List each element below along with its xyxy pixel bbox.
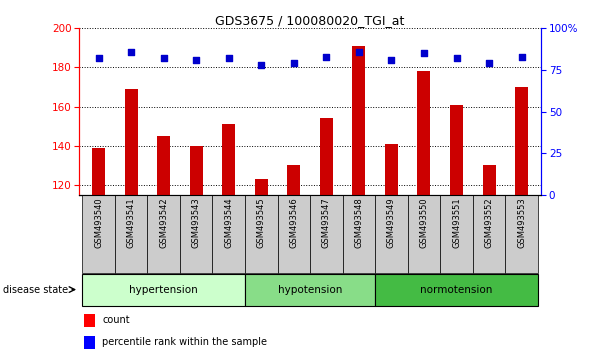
Bar bbox=[222, 124, 235, 195]
Bar bbox=[385, 144, 398, 195]
Text: GSM493549: GSM493549 bbox=[387, 197, 396, 248]
Bar bbox=[473, 195, 505, 273]
Text: GSM493546: GSM493546 bbox=[289, 197, 299, 248]
Bar bbox=[505, 195, 538, 273]
Bar bbox=[82, 274, 245, 306]
Point bbox=[159, 56, 168, 61]
Bar bbox=[320, 118, 333, 195]
Point bbox=[94, 56, 103, 61]
Text: GSM493552: GSM493552 bbox=[485, 197, 494, 248]
Text: percentile rank within the sample: percentile rank within the sample bbox=[102, 337, 267, 348]
Point bbox=[484, 61, 494, 66]
Point bbox=[289, 61, 299, 66]
Bar bbox=[483, 165, 496, 195]
Title: GDS3675 / 100080020_TGI_at: GDS3675 / 100080020_TGI_at bbox=[215, 14, 405, 27]
Bar bbox=[84, 314, 95, 327]
Bar bbox=[180, 195, 212, 273]
Bar bbox=[245, 274, 375, 306]
Text: normotension: normotension bbox=[420, 285, 492, 295]
Bar bbox=[125, 89, 137, 195]
Bar bbox=[375, 195, 408, 273]
Text: hypotension: hypotension bbox=[278, 285, 342, 295]
Point bbox=[126, 49, 136, 55]
Bar bbox=[450, 105, 463, 195]
Text: GSM493540: GSM493540 bbox=[94, 197, 103, 248]
Text: GSM493551: GSM493551 bbox=[452, 197, 461, 248]
Bar bbox=[82, 195, 115, 273]
Bar bbox=[288, 165, 300, 195]
Bar bbox=[92, 148, 105, 195]
Text: GSM493542: GSM493542 bbox=[159, 197, 168, 248]
Point bbox=[452, 56, 461, 61]
Bar bbox=[515, 87, 528, 195]
Bar bbox=[255, 179, 268, 195]
Bar bbox=[245, 195, 277, 273]
Text: GSM493544: GSM493544 bbox=[224, 197, 233, 248]
Point bbox=[224, 56, 233, 61]
Bar bbox=[375, 274, 538, 306]
Bar bbox=[353, 46, 365, 195]
Bar bbox=[147, 195, 180, 273]
Bar bbox=[157, 136, 170, 195]
Text: GSM493550: GSM493550 bbox=[420, 197, 429, 248]
Bar bbox=[418, 72, 430, 195]
Text: disease state: disease state bbox=[3, 285, 68, 295]
Bar bbox=[212, 195, 245, 273]
Text: GSM493547: GSM493547 bbox=[322, 197, 331, 248]
Bar bbox=[408, 195, 440, 273]
Bar bbox=[310, 195, 343, 273]
Text: GSM493553: GSM493553 bbox=[517, 197, 526, 248]
Bar bbox=[440, 195, 473, 273]
Text: hypertension: hypertension bbox=[130, 285, 198, 295]
Text: GSM493545: GSM493545 bbox=[257, 197, 266, 248]
Point bbox=[517, 54, 527, 59]
Bar bbox=[190, 146, 202, 195]
Point bbox=[354, 49, 364, 55]
Text: count: count bbox=[102, 315, 130, 325]
Text: GSM493543: GSM493543 bbox=[192, 197, 201, 248]
Bar bbox=[115, 195, 147, 273]
Point bbox=[192, 57, 201, 63]
Text: GSM493541: GSM493541 bbox=[126, 197, 136, 248]
Point bbox=[419, 51, 429, 56]
Bar bbox=[277, 195, 310, 273]
Point bbox=[322, 54, 331, 59]
Text: GSM493548: GSM493548 bbox=[354, 197, 364, 248]
Point bbox=[387, 57, 396, 63]
Point bbox=[257, 62, 266, 68]
Bar bbox=[84, 336, 95, 349]
Bar bbox=[343, 195, 375, 273]
